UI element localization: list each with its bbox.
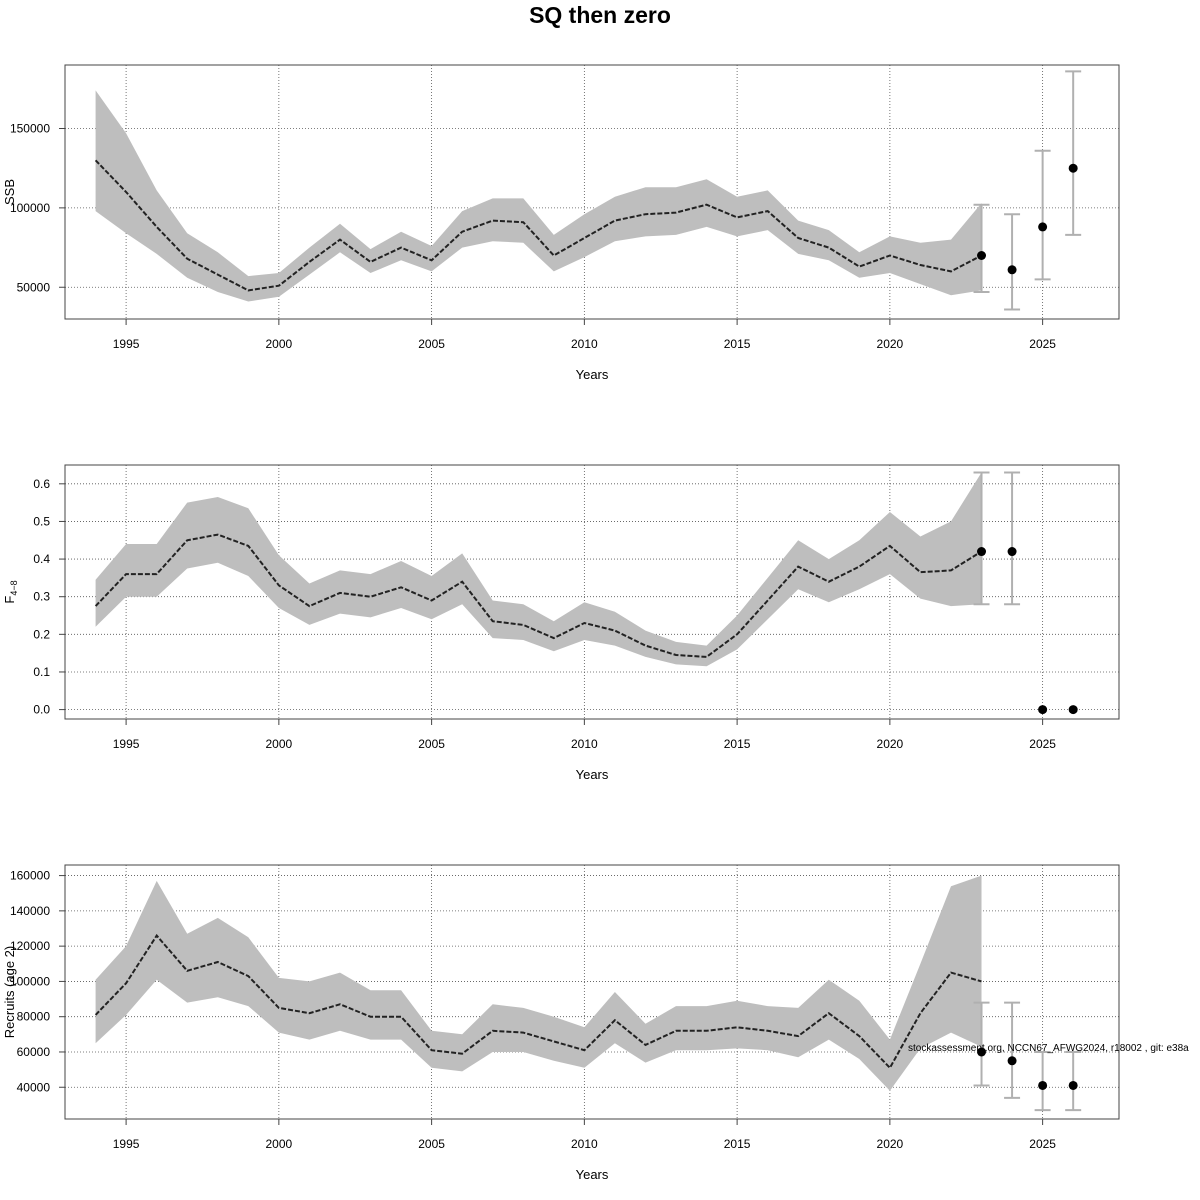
forecast-point: [1038, 222, 1048, 232]
y-tick-label: 50000: [17, 280, 51, 294]
x-tick-label: 2005: [418, 737, 445, 751]
x-tick-label: 2020: [877, 737, 904, 751]
x-tick-label: 2000: [266, 1137, 293, 1151]
confidence-band: [95, 90, 982, 302]
y-tick-label: 150000: [10, 122, 50, 136]
chart-title: SQ then zero: [529, 2, 671, 28]
watermark-text: stockassessment.org, NCCN67_AFWG2024, r1…: [908, 1043, 1189, 1054]
estimate-line: [94, 933, 982, 1070]
x-tick-label: 1995: [113, 737, 140, 751]
forecast-point: [1068, 1080, 1078, 1090]
x-tick-label: 2010: [571, 337, 598, 351]
estimate-line: [94, 159, 982, 292]
y-tick-label: 0.3: [33, 590, 50, 604]
y-axis-label-subscript: 4−8: [9, 580, 19, 595]
x-tick-label: 2025: [1029, 1137, 1056, 1151]
x-tick-label: 2020: [877, 1137, 904, 1151]
x-tick-label: 2005: [418, 337, 445, 351]
forecast-point: [977, 251, 987, 260]
plot-frame: [64, 464, 1120, 720]
x-axis-label: Years: [576, 767, 609, 782]
x-tick-label: 2015: [724, 737, 751, 751]
fbar-panel: 1995 2000 2005 2010 2015 2020 2025 0.0 0.1 0.2 0.3…: [2, 464, 1120, 782]
x-tick-label: 2015: [724, 1137, 751, 1151]
x-tick-label: 1995: [113, 337, 140, 351]
y-tick-label: 100000: [10, 201, 50, 215]
x-tick-label: 2015: [724, 337, 751, 351]
x-axis-label: Years: [576, 367, 609, 382]
y-axis-label: Recruits (age 2): [2, 946, 17, 1038]
estimate-line: [94, 533, 983, 658]
y-tick-label: 80000: [17, 1010, 51, 1024]
forecast-point: [1068, 163, 1078, 173]
y-tick-label: 140000: [10, 904, 50, 918]
x-tick-label: 2005: [418, 1137, 445, 1151]
plot-frame: [64, 64, 1120, 320]
y-axis-label: SSB: [2, 179, 17, 205]
x-tick-label: 2000: [266, 737, 293, 751]
y-tick-label: 0.2: [33, 627, 50, 641]
x-tick-label: 1995: [113, 1137, 140, 1151]
y-tick-label: 0.6: [33, 477, 50, 491]
forecast-point: [1038, 1080, 1048, 1090]
x-tick-label: 2025: [1029, 337, 1056, 351]
y-tick-label: 120000: [10, 939, 50, 953]
y-tick-label: 60000: [17, 1045, 51, 1059]
forecast-point: [1007, 1056, 1017, 1066]
forecast-point: [977, 547, 987, 557]
forecast-point: [977, 1047, 987, 1057]
forecast-point: [1038, 705, 1048, 715]
plot-frame: [64, 864, 1120, 1120]
ssb-panel: 1995 2000 2005 2010 2015 2020 2025 50000 100000 1…: [2, 64, 1120, 382]
y-tick-label: 40000: [17, 1080, 51, 1094]
x-tick-label: 2010: [571, 737, 598, 751]
confidence-band: [95, 875, 982, 1091]
y-tick-label: 0.5: [33, 514, 50, 528]
recruits-panel: 1995 2000 2005 2010 2015 2020 2025 40000 60000 80…: [2, 864, 1120, 1182]
x-tick-label: 2010: [571, 1137, 598, 1151]
x-tick-label: 2020: [877, 337, 904, 351]
x-tick-label: 2025: [1029, 737, 1056, 751]
forecast-point: [1068, 705, 1078, 715]
y-tick-label: 0.0: [33, 703, 50, 717]
x-tick-label: 2000: [266, 337, 293, 351]
confidence-band: [95, 472, 982, 667]
x-axis-label: Years: [576, 1167, 609, 1182]
y-tick-label: 100000: [10, 974, 50, 988]
y-tick-label: 160000: [10, 869, 50, 883]
forecast-point: [1007, 547, 1017, 557]
y-tick-label: 0.4: [33, 552, 50, 566]
y-tick-label: 0.1: [33, 665, 50, 679]
forecast-point: [1007, 265, 1017, 275]
y-axis-label: F4−8: [2, 580, 19, 603]
